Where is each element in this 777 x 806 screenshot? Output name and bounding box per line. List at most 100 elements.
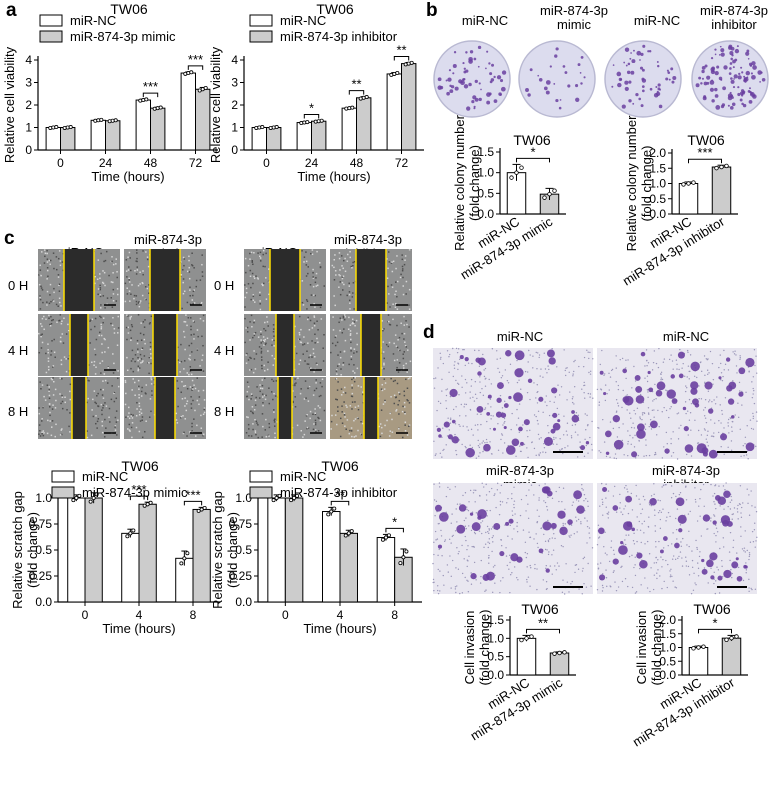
cell-speck [257,424,259,426]
cell-speck [323,334,325,336]
cell-speck [98,334,100,337]
cell-speck [294,383,296,385]
cell-speck [109,421,111,423]
cell-speck [398,393,401,395]
significance-label: * [309,101,314,116]
cell-speck [303,433,306,436]
significance-label: * [530,144,535,159]
cell-speck [137,368,140,370]
cell-speck [110,322,112,325]
cell-speck [355,435,357,437]
cell-speck [267,350,269,352]
colony-dot [624,86,629,92]
pore-dot [503,400,506,403]
pore-dot [484,441,486,444]
colony-dot [468,82,472,87]
cell-speck [38,283,41,286]
cell-speck [135,273,138,275]
cell-speck [137,356,139,359]
colony-dot [450,85,455,89]
cell-speck [188,357,190,360]
cell-speck [189,366,192,368]
cell-speck [38,351,41,354]
x-tick-label: 72 [395,156,409,170]
cell-speck [314,333,316,336]
colony-dot [759,81,761,83]
cell-speck [247,386,250,388]
legend-swatch [249,470,273,483]
cell-speck [105,427,107,429]
cell-speck [96,420,99,423]
cell-speck [339,281,342,283]
cell-speck [59,336,62,339]
replicate-dot [562,650,567,655]
cell-speck [95,366,97,368]
cell-speck [192,399,194,402]
bar [549,652,570,676]
scratch-image [38,249,120,311]
cell-speck [43,262,46,264]
cell-speck [102,295,105,297]
cell-speck [136,252,138,254]
pore-dot [537,423,539,425]
cell-speck [349,308,351,310]
colony-dot [577,63,581,67]
cell-speck [355,319,358,322]
cell-speck [386,258,388,260]
cell-speck [307,266,309,268]
pore-dot [574,431,577,433]
legend-label: miR-874-3p mimic [82,485,188,500]
cell-speck [312,352,315,355]
cell-speck [260,342,262,344]
cell-speck [61,333,64,335]
cell-speck [95,402,97,405]
pore-dot [503,442,506,444]
colony-dot [718,53,721,56]
cell-speck [396,308,399,310]
cell-speck [259,308,262,311]
pore-dot [445,394,448,397]
pore-dot [471,446,474,449]
cell-speck [294,378,296,380]
pore-dot [589,393,592,395]
cell-speck [401,268,404,270]
cell-speck [141,386,143,389]
cell-speck [401,254,403,256]
cell-speck [43,432,45,434]
cell-speck [404,424,406,426]
x-axis-label: Time (hours) [303,621,376,636]
replicate-dot [552,188,557,193]
significance-label: ** [538,615,548,630]
cell-speck [146,287,149,290]
pore-dot [519,445,521,447]
cell-speck [87,397,89,400]
cell-speck [111,306,114,308]
pore-dot [452,408,455,411]
cell-speck [197,390,200,392]
colony-dot [500,86,506,92]
cell-speck [341,277,344,280]
cell-speck [112,293,115,295]
cell-speck [403,263,406,266]
colony-dot [760,71,763,74]
cell-speck [203,399,206,401]
pore-dot [499,357,502,360]
replicate-dot [346,531,351,536]
cell-speck [361,422,364,425]
cell-speck [246,352,248,355]
replicate-dot [71,498,76,503]
cell-speck [314,422,317,424]
cell-speck [58,284,60,287]
cell-speck [312,268,314,271]
pore-dot [479,452,481,454]
cell-speck [267,325,269,327]
cell-speck [318,417,320,420]
cell-speck [406,371,408,373]
cell-speck [41,251,43,253]
replicate-dot [128,531,133,536]
colony-dot [701,65,706,70]
scratch-image [330,249,412,311]
cell-speck [302,344,304,346]
cell-speck [93,325,96,328]
